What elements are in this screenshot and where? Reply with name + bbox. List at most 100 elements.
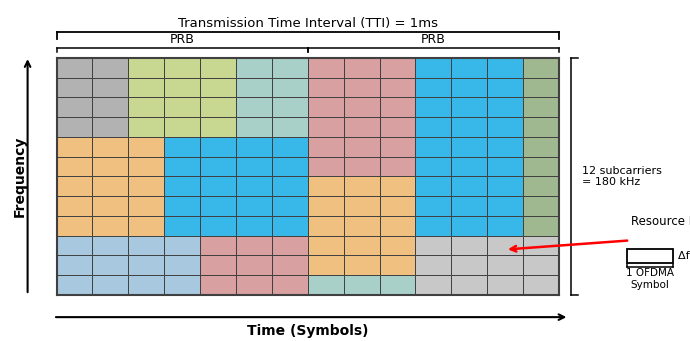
- Bar: [308, 98, 344, 117]
- Bar: [344, 137, 380, 157]
- Bar: [92, 98, 128, 117]
- Bar: [200, 137, 236, 157]
- Bar: [487, 98, 523, 117]
- Bar: [523, 236, 559, 255]
- Bar: [92, 275, 128, 295]
- Bar: [344, 117, 380, 137]
- Bar: [272, 255, 308, 275]
- Bar: [128, 137, 164, 157]
- Bar: [451, 236, 487, 255]
- Bar: [308, 236, 344, 255]
- Bar: [523, 157, 559, 177]
- Bar: [487, 275, 523, 295]
- Bar: [128, 236, 164, 255]
- Bar: [236, 98, 272, 117]
- Bar: [415, 78, 451, 98]
- Bar: [308, 58, 344, 78]
- Bar: [272, 58, 308, 78]
- Bar: [236, 236, 272, 255]
- Bar: [344, 255, 380, 275]
- Bar: [236, 196, 272, 216]
- Bar: [415, 117, 451, 137]
- Bar: [200, 196, 236, 216]
- Bar: [344, 275, 380, 295]
- Bar: [344, 236, 380, 255]
- Bar: [451, 255, 487, 275]
- Bar: [164, 58, 200, 78]
- Bar: [128, 255, 164, 275]
- Bar: [236, 117, 272, 137]
- Bar: [57, 137, 92, 157]
- Bar: [200, 117, 236, 137]
- Bar: [415, 255, 451, 275]
- Bar: [344, 98, 380, 117]
- Bar: [272, 177, 308, 196]
- Bar: [451, 117, 487, 137]
- Text: Frequency: Frequency: [12, 136, 26, 217]
- Bar: [523, 255, 559, 275]
- Bar: [92, 117, 128, 137]
- Bar: [523, 117, 559, 137]
- Bar: [344, 216, 380, 236]
- Bar: [415, 98, 451, 117]
- Bar: [200, 98, 236, 117]
- Bar: [57, 177, 92, 196]
- Bar: [164, 216, 200, 236]
- Bar: [92, 157, 128, 177]
- Bar: [164, 275, 200, 295]
- Bar: [200, 78, 236, 98]
- Bar: [627, 249, 673, 263]
- Bar: [415, 216, 451, 236]
- Bar: [415, 157, 451, 177]
- Text: 12 subcarriers
= 180 kHz: 12 subcarriers = 180 kHz: [582, 166, 662, 187]
- Bar: [523, 58, 559, 78]
- Bar: [380, 196, 415, 216]
- Bar: [487, 137, 523, 157]
- Bar: [92, 58, 128, 78]
- Bar: [164, 255, 200, 275]
- Bar: [200, 177, 236, 196]
- Bar: [164, 157, 200, 177]
- Bar: [344, 58, 380, 78]
- Bar: [344, 78, 380, 98]
- Bar: [92, 216, 128, 236]
- Bar: [128, 98, 164, 117]
- Bar: [415, 58, 451, 78]
- Bar: [128, 78, 164, 98]
- Bar: [380, 216, 415, 236]
- Bar: [164, 177, 200, 196]
- Bar: [487, 157, 523, 177]
- Bar: [164, 196, 200, 216]
- Bar: [380, 98, 415, 117]
- Bar: [92, 177, 128, 196]
- Bar: [523, 78, 559, 98]
- Bar: [523, 98, 559, 117]
- Bar: [200, 157, 236, 177]
- Bar: [272, 78, 308, 98]
- Bar: [128, 216, 164, 236]
- Bar: [380, 255, 415, 275]
- Bar: [523, 177, 559, 196]
- Bar: [272, 137, 308, 157]
- Bar: [57, 98, 92, 117]
- Bar: [380, 157, 415, 177]
- Bar: [487, 117, 523, 137]
- Bar: [451, 137, 487, 157]
- Bar: [128, 275, 164, 295]
- Bar: [272, 196, 308, 216]
- Bar: [236, 58, 272, 78]
- Bar: [415, 196, 451, 216]
- Bar: [308, 275, 344, 295]
- Bar: [380, 58, 415, 78]
- Bar: [92, 78, 128, 98]
- Bar: [57, 255, 92, 275]
- Bar: [164, 98, 200, 117]
- Bar: [523, 137, 559, 157]
- Bar: [236, 255, 272, 275]
- Bar: [380, 117, 415, 137]
- Bar: [57, 216, 92, 236]
- Bar: [57, 275, 92, 295]
- Bar: [57, 78, 92, 98]
- Bar: [236, 78, 272, 98]
- Bar: [272, 216, 308, 236]
